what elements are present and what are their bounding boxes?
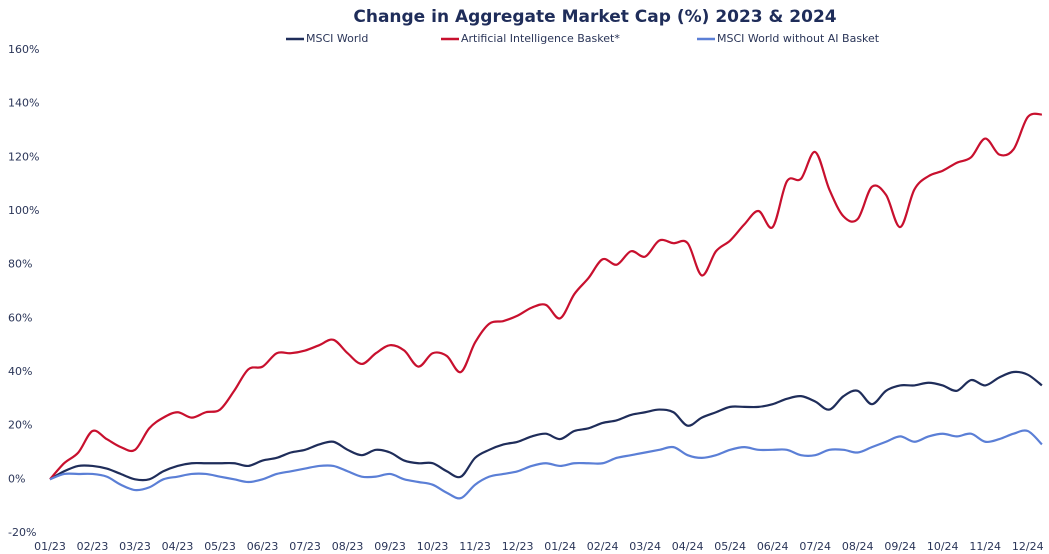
x-tick-label: 12/23 xyxy=(502,540,534,553)
y-tick-label: 80% xyxy=(8,258,32,271)
x-tick-label: 12/24 xyxy=(1012,540,1044,553)
legend-label: MSCI World without AI Basket xyxy=(717,32,880,45)
x-tick-label: 08/24 xyxy=(842,540,874,553)
x-tick-label: 09/24 xyxy=(884,540,916,553)
x-tick-label: 06/24 xyxy=(757,540,789,553)
y-tick-label: 20% xyxy=(8,419,32,432)
x-tick-label: 11/23 xyxy=(459,540,491,553)
x-tick-label: 05/23 xyxy=(204,540,236,553)
y-tick-label: 160% xyxy=(8,43,39,56)
x-tick-label: 10/24 xyxy=(927,540,959,553)
x-tick-label: 07/24 xyxy=(799,540,831,553)
y-tick-label: -20% xyxy=(8,526,36,539)
x-tick-label: 04/24 xyxy=(672,540,704,553)
x-tick-label: 03/24 xyxy=(629,540,661,553)
y-tick-label: 100% xyxy=(8,204,39,217)
y-tick-label: 60% xyxy=(8,311,32,324)
x-tick-label: 11/24 xyxy=(969,540,1001,553)
series-line xyxy=(49,429,1043,500)
y-tick-label: 40% xyxy=(8,365,32,378)
legend-label: MSCI World xyxy=(306,32,368,45)
y-tick-label: 120% xyxy=(8,150,39,163)
x-tick-label: 10/23 xyxy=(417,540,449,553)
x-tick-label: 08/23 xyxy=(332,540,364,553)
legend-label: Artificial Intelligence Basket* xyxy=(461,32,620,45)
x-tick-label: 01/23 xyxy=(34,540,66,553)
x-tick-label: 02/24 xyxy=(587,540,619,553)
x-tick-label: 06/23 xyxy=(247,540,279,553)
y-tick-label: 0% xyxy=(8,472,25,485)
series-line xyxy=(49,112,1043,481)
x-tick-label: 03/23 xyxy=(119,540,151,553)
x-tick-label: 07/23 xyxy=(289,540,321,553)
series-line xyxy=(49,370,1043,482)
x-tick-label: 04/23 xyxy=(162,540,194,553)
x-tick-label: 09/23 xyxy=(374,540,406,553)
x-tick-label: 01/24 xyxy=(544,540,576,553)
y-tick-label: 140% xyxy=(8,97,39,110)
chart-title: Change in Aggregate Market Cap (%) 2023 … xyxy=(353,7,836,27)
x-tick-label: 05/24 xyxy=(714,540,746,553)
x-tick-label: 02/23 xyxy=(77,540,109,553)
